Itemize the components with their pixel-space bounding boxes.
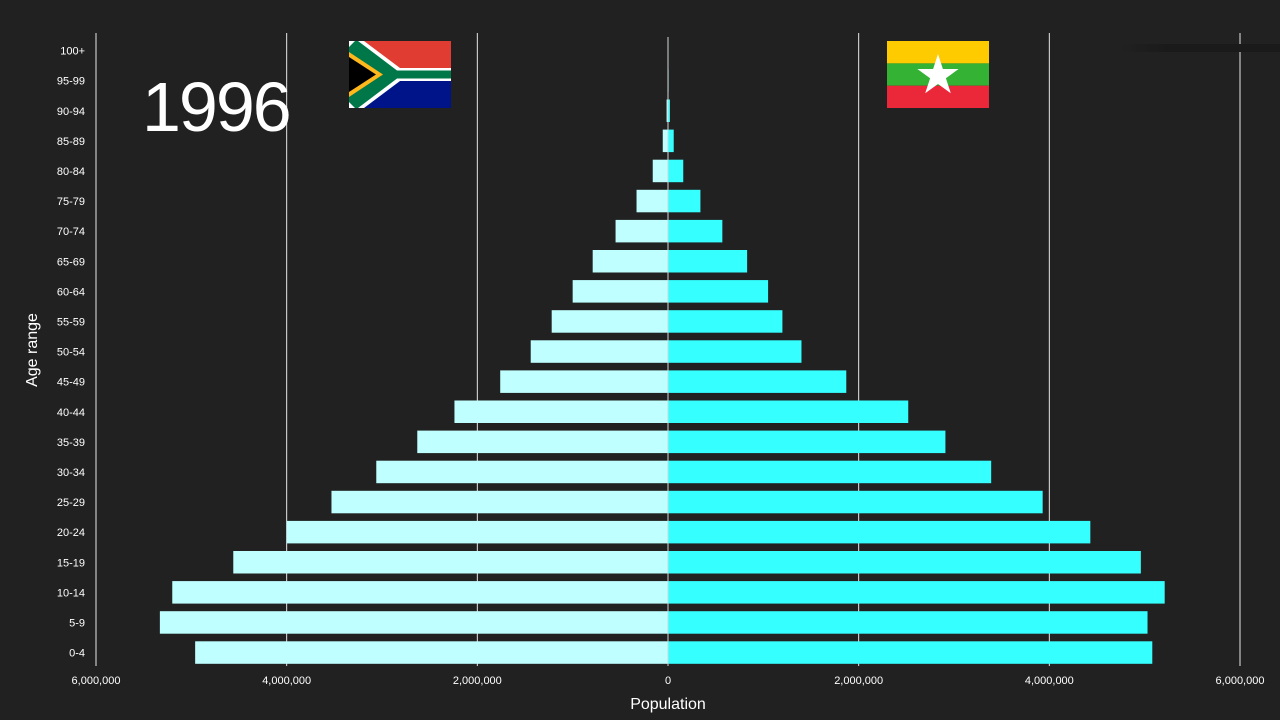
bar-right [668,370,847,393]
bar-right [668,641,1153,664]
corner-shade [1120,44,1280,52]
x-tick-label: 4,000,000 [262,675,311,687]
myanmar-flag [887,41,989,108]
bar-right [668,611,1148,634]
bar-left [195,641,668,664]
y-tick-label: 10-14 [57,587,85,599]
y-tick-label: 80-84 [57,166,85,178]
y-tick-label: 95-99 [57,76,85,88]
x-axis-title: Population [630,696,706,713]
bar-right [668,159,684,183]
y-tick-label: 90-94 [57,106,85,118]
y-tick-label: 45-49 [57,377,85,389]
y-axis-title: Age range [24,313,41,387]
bar-left [331,490,668,514]
y-tick-label: 65-69 [57,256,85,268]
x-tick-label: 4,000,000 [1025,675,1074,687]
bar-right [668,490,1043,514]
bar-left [592,250,668,273]
x-tick-label: 2,000,000 [453,675,502,687]
bar-left [286,520,668,544]
bar-left [454,400,668,423]
x-tick-label: 6,000,000 [72,675,121,687]
y-tick-label: 75-79 [57,196,85,208]
bar-right [668,430,946,454]
bar-left [159,611,668,634]
bar-right [668,99,670,122]
bar-right [668,340,802,363]
x-tick-label: 6,000,000 [1216,675,1265,687]
axis-layer: 0-4 5-9 10-14 15-19 20-24 25-29 30-34 35-39 40-4… [57,37,1265,687]
bar-right [668,129,674,153]
y-tick-label: 30-34 [57,467,85,479]
bar-left [376,460,668,484]
bar-right [668,219,723,243]
x-tick-label: 2,000,000 [834,675,883,687]
bar-right [668,460,992,484]
bar-right [668,189,701,213]
y-tick-label: 55-59 [57,316,85,328]
y-tick-label: 85-89 [57,136,85,148]
x-tick-label: 0 [665,675,671,687]
bar-left [417,430,668,454]
bar-right [668,280,769,303]
bar-right [668,520,1091,544]
bar-left [662,129,668,153]
bars-layer [159,39,1165,664]
y-tick-label: 70-74 [57,226,85,238]
bar-left [636,189,668,213]
bar-right [668,250,748,273]
bar-left [666,99,668,122]
bar-left [551,310,668,333]
y-tick-label: 5-9 [69,617,85,629]
bar-left [652,159,668,183]
y-tick-label: 20-24 [57,527,85,539]
y-tick-label: 40-44 [57,407,85,419]
bar-left [500,370,668,393]
bar-left [233,551,668,574]
year-label: 1996 [142,68,292,146]
bar-left [172,581,668,604]
y-tick-label: 50-54 [57,347,85,359]
y-tick-label: 15-19 [57,557,85,569]
y-tick-label: 0-4 [69,648,85,660]
bar-right [668,400,909,423]
south-africa-flag [349,41,451,108]
y-tick-label: 25-29 [57,497,85,509]
y-tick-label: 35-39 [57,437,85,449]
bar-right [668,310,783,333]
bar-right [668,551,1141,574]
grid-layer [95,33,1241,666]
bar-right [668,581,1165,604]
bar-left [615,219,668,243]
y-tick-label: 100+ [60,46,85,58]
bar-left [572,280,668,303]
bar-left [530,340,668,363]
y-tick-label: 60-64 [57,286,85,298]
